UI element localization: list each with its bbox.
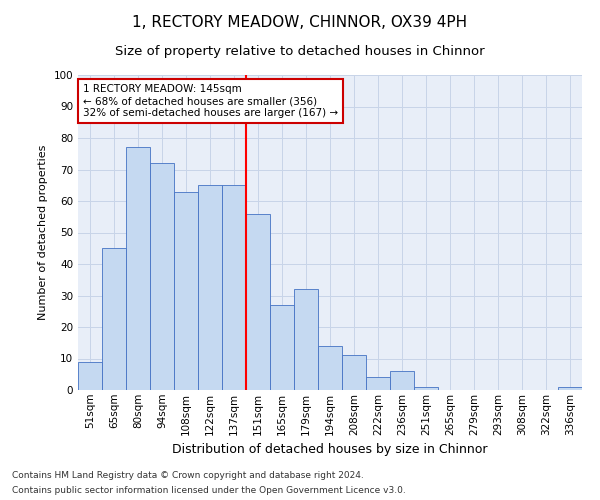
Y-axis label: Number of detached properties: Number of detached properties [38,145,48,320]
Bar [102,248,126,390]
Bar [222,185,246,390]
Bar [270,305,294,390]
Bar [414,387,438,390]
Text: Contains public sector information licensed under the Open Government Licence v3: Contains public sector information licen… [12,486,406,495]
Bar [198,185,222,390]
Bar [390,371,414,390]
Bar [78,362,102,390]
Text: Size of property relative to detached houses in Chinnor: Size of property relative to detached ho… [115,45,485,58]
Text: 1 RECTORY MEADOW: 145sqm
← 68% of detached houses are smaller (356)
32% of semi-: 1 RECTORY MEADOW: 145sqm ← 68% of detach… [83,84,338,117]
Bar [246,214,270,390]
Bar [342,356,366,390]
Bar [150,163,174,390]
Text: Contains HM Land Registry data © Crown copyright and database right 2024.: Contains HM Land Registry data © Crown c… [12,471,364,480]
Bar [126,148,150,390]
Bar [366,378,390,390]
Bar [294,289,318,390]
Bar [174,192,198,390]
X-axis label: Distribution of detached houses by size in Chinnor: Distribution of detached houses by size … [172,443,488,456]
Bar [558,387,582,390]
Text: 1, RECTORY MEADOW, CHINNOR, OX39 4PH: 1, RECTORY MEADOW, CHINNOR, OX39 4PH [133,15,467,30]
Bar [318,346,342,390]
